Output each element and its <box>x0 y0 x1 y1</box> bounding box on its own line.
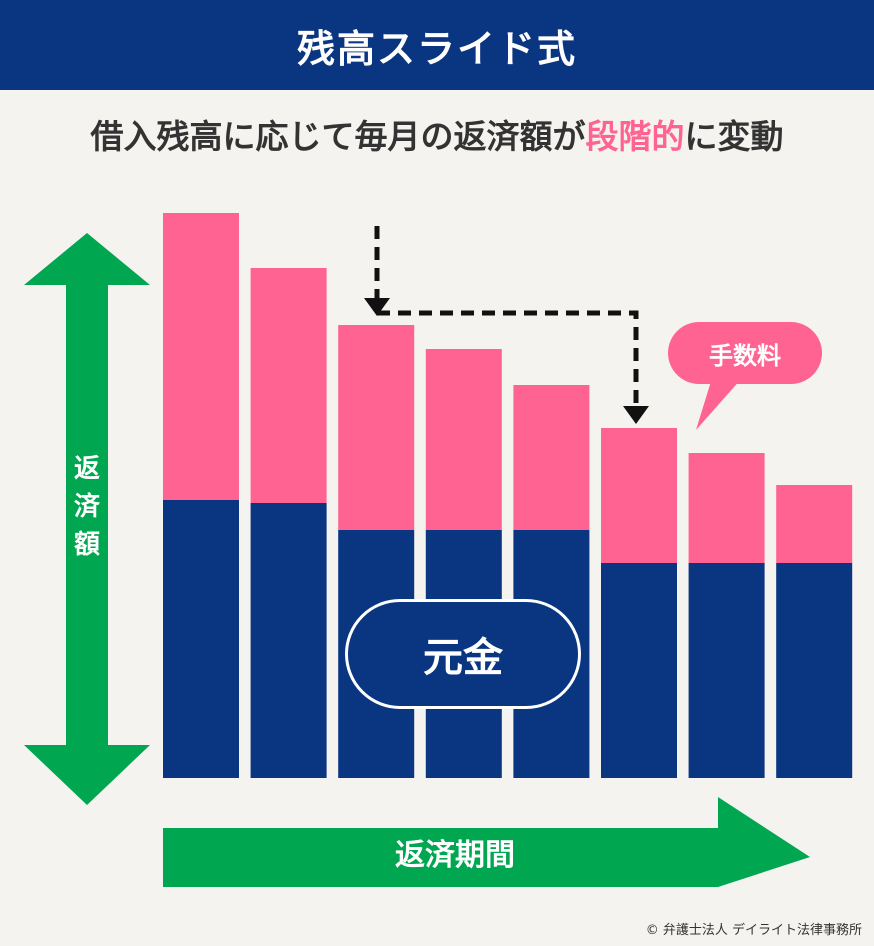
copyright: © 弁護士法人 デイライト法律事務所 <box>645 923 862 938</box>
bar-fee <box>513 385 590 530</box>
principal-label: 元金 <box>345 599 581 709</box>
bar-fee <box>250 268 327 503</box>
bar-fee <box>338 325 415 530</box>
bar-fee <box>163 213 239 500</box>
subtitle: 借入残高に応じて毎月の返済額が段階的に変動 <box>0 110 874 158</box>
arrow-head-down <box>623 406 649 424</box>
vertical-double-arrow <box>24 233 150 805</box>
bar-fee <box>776 485 853 563</box>
vertical-axis-label: 返 済 額 <box>73 454 100 560</box>
bar-principal <box>688 563 765 778</box>
bar-principal <box>163 500 239 778</box>
fee-bubble <box>668 322 822 384</box>
fee-label: 手数料 <box>668 322 822 384</box>
subtitle-highlight: 段階的 <box>585 117 685 156</box>
header-title: 残高スライド式 <box>296 26 577 71</box>
bar-fee <box>425 349 502 530</box>
bar-principal <box>776 563 853 778</box>
subtitle-text: 借入残高に応じて毎月の返済額が <box>90 117 586 156</box>
horizontal-axis-label: 返済期間 <box>395 838 515 873</box>
bar-principal <box>250 503 327 778</box>
bar-fee <box>688 453 765 563</box>
fee-label-text: 手数料 <box>709 341 781 370</box>
bar-principal <box>601 563 677 778</box>
page-header: 残高スライド式 <box>0 0 874 90</box>
principal-label-text: 元金 <box>423 635 503 681</box>
dashed-arrow-line <box>374 226 639 408</box>
fee-bubble-tail <box>696 378 742 430</box>
subtitle-text-end: に変動 <box>684 117 784 156</box>
horizontal-arrow <box>163 797 810 887</box>
arrow-head-down <box>364 298 390 316</box>
bar-fee <box>601 428 677 563</box>
